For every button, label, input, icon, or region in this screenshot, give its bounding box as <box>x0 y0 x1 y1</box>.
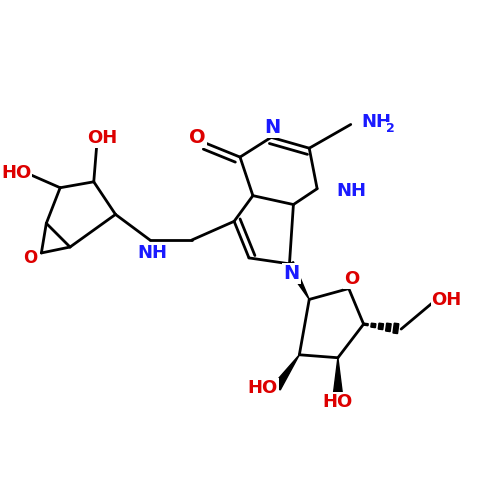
Polygon shape <box>371 323 376 328</box>
Text: HO: HO <box>248 380 278 398</box>
Polygon shape <box>334 358 342 394</box>
Text: O: O <box>24 249 38 267</box>
Text: OH: OH <box>432 292 462 310</box>
Text: OH: OH <box>88 130 118 148</box>
Text: HO: HO <box>323 393 353 411</box>
Polygon shape <box>273 355 299 390</box>
Polygon shape <box>393 323 399 334</box>
Text: 2: 2 <box>386 122 395 135</box>
Polygon shape <box>286 262 309 300</box>
Text: O: O <box>189 128 206 147</box>
Text: NH: NH <box>362 112 392 130</box>
Polygon shape <box>386 323 391 332</box>
Polygon shape <box>378 323 384 330</box>
Text: HO: HO <box>1 164 32 182</box>
Text: N: N <box>264 118 280 137</box>
Text: NH: NH <box>336 182 366 200</box>
Polygon shape <box>364 323 368 326</box>
Text: NH: NH <box>137 244 167 262</box>
Text: O: O <box>344 270 360 287</box>
Text: N: N <box>284 264 300 283</box>
